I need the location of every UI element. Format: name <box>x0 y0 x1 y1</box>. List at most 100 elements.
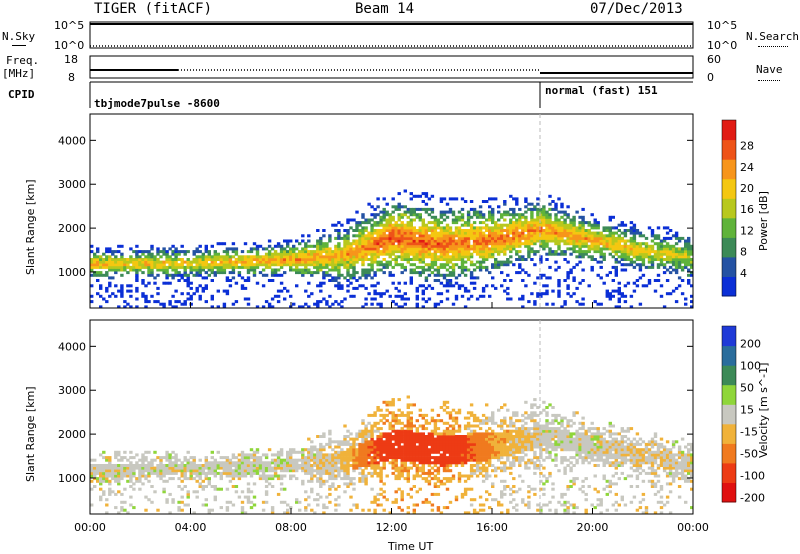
power-cell <box>279 263 284 267</box>
velocity-cell <box>409 456 413 460</box>
power-cell <box>270 273 275 277</box>
cpid-label: CPID <box>8 88 35 101</box>
power-cell <box>590 223 594 227</box>
velocity-cell <box>346 435 350 438</box>
velocity-cell <box>400 432 404 436</box>
velocity-cell <box>273 461 278 465</box>
velocity-cell <box>123 487 127 491</box>
velocity-cell <box>243 456 248 460</box>
velocity-cell <box>367 448 371 452</box>
power-cell <box>554 223 558 227</box>
power-cell <box>442 250 447 254</box>
power-cell <box>629 250 634 254</box>
velocity-cell <box>270 511 275 515</box>
power-cell <box>283 247 287 251</box>
power-cell <box>503 260 507 264</box>
power-cell <box>463 200 468 203</box>
velocity-cell <box>469 487 474 491</box>
velocity-cell <box>451 437 456 441</box>
velocity-cell <box>454 419 459 423</box>
power-cell <box>391 205 395 209</box>
power-cell <box>424 286 429 290</box>
velocity-cell <box>240 506 245 510</box>
power-cell <box>228 255 233 259</box>
power-cell <box>445 244 450 248</box>
velocity-cell <box>349 432 353 436</box>
power-cell <box>491 229 495 232</box>
power-cell <box>674 265 679 269</box>
velocity-cell <box>463 479 468 483</box>
power-cell <box>346 239 350 243</box>
velocity-cell <box>234 469 239 473</box>
velocity-cell <box>129 471 133 475</box>
power-cell <box>542 218 546 222</box>
velocity-cell <box>367 440 371 444</box>
power-cell <box>243 279 248 282</box>
velocity-cell <box>391 445 395 449</box>
velocity-cell <box>111 471 115 475</box>
power-cell <box>466 268 471 272</box>
velocity-cell <box>114 456 118 460</box>
velocity-cell <box>457 453 462 457</box>
velocity-cell <box>177 508 181 512</box>
power-cell <box>430 210 435 214</box>
velocity-cell <box>289 450 293 454</box>
power-cell <box>421 289 425 293</box>
power-cell <box>503 218 507 222</box>
power-cell <box>569 242 573 246</box>
power-cell <box>575 210 579 214</box>
power-cell <box>518 297 522 301</box>
power-cell <box>337 252 341 256</box>
power-cell <box>509 223 513 227</box>
velocity-cell <box>319 479 323 483</box>
power-cell <box>687 247 691 251</box>
power-cell <box>117 244 121 248</box>
velocity-cell <box>210 456 214 460</box>
velocity-cell <box>301 450 305 454</box>
velocity-cell <box>174 461 178 465</box>
power-cell <box>539 260 543 264</box>
power-cell <box>569 231 573 235</box>
power-cell <box>337 281 341 285</box>
velocity-cell <box>343 469 347 473</box>
power-cell <box>153 263 157 267</box>
power-cell <box>267 265 272 269</box>
velocity-cell <box>246 498 251 502</box>
power-cell <box>611 244 615 248</box>
velocity-cell <box>400 435 404 438</box>
power-cell <box>108 263 112 267</box>
power-cell <box>415 302 419 306</box>
power-cell <box>307 255 311 259</box>
power-cell <box>328 234 332 238</box>
velocity-cell <box>123 466 127 470</box>
power-cell <box>687 255 691 259</box>
velocity-cell <box>355 456 359 460</box>
power-cell <box>319 300 323 304</box>
velocity-cell <box>478 458 483 462</box>
velocity-cell <box>108 490 112 494</box>
power-cell <box>156 247 160 251</box>
power-cell <box>433 252 438 256</box>
power-cell <box>590 242 594 246</box>
velocity-cell <box>298 450 302 454</box>
power-cell <box>557 252 561 256</box>
power-cell <box>286 289 290 293</box>
power-cell <box>590 255 594 259</box>
power-cell <box>581 231 585 235</box>
velocity-cell <box>394 464 398 467</box>
velocity-cell <box>382 421 386 425</box>
power-cell <box>557 247 561 251</box>
power-cell <box>403 239 407 243</box>
velocity-cell <box>439 456 444 460</box>
velocity-cell <box>153 471 157 475</box>
velocity-cell <box>418 424 422 428</box>
power-cell <box>500 234 504 238</box>
power-cell <box>497 205 501 209</box>
velocity-cell <box>343 424 347 428</box>
power-cell <box>584 236 588 240</box>
velocity-cell <box>252 503 257 507</box>
velocity-cell <box>289 456 293 460</box>
velocity-cell <box>430 456 435 460</box>
power-cell <box>364 239 368 243</box>
velocity-cell <box>433 485 438 488</box>
